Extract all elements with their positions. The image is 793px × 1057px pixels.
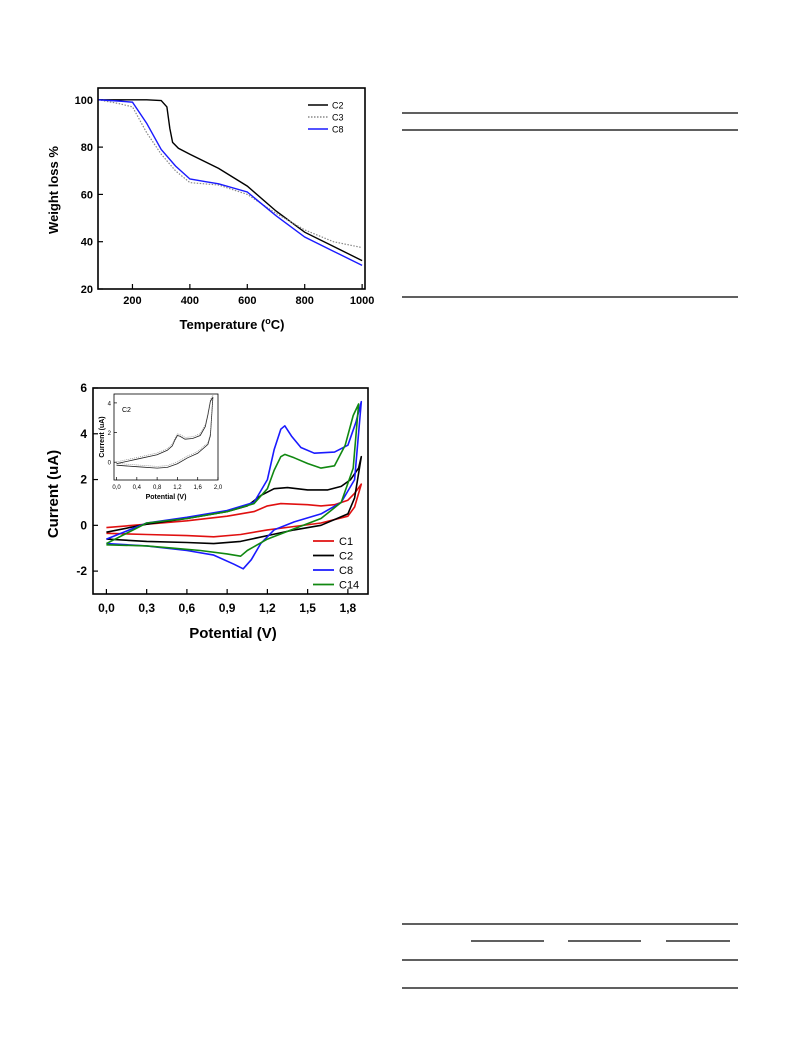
- cv-series-c14: [106, 403, 360, 557]
- tga-legend-label: C2: [332, 101, 344, 111]
- cv-inset-sample-label: C2: [122, 407, 131, 414]
- cv-inset-x-tick-label: 1,6: [194, 485, 203, 491]
- tga-y-tick-label: 80: [81, 142, 93, 154]
- table-top: [402, 112, 738, 298]
- tga-x-tick-label: 400: [181, 295, 199, 307]
- cv-x-tick-label: 1,2: [259, 601, 276, 615]
- cv-series-c8: [106, 400, 363, 570]
- tga-x-tick-label: 600: [238, 295, 256, 307]
- tga-x-tick-label: 800: [296, 295, 314, 307]
- cv-inset-y-tick-label: 4: [108, 401, 112, 407]
- cv-series-layer: [106, 400, 363, 570]
- cv-legend-label: C8: [339, 565, 353, 577]
- tga-y-tick-label: 20: [81, 284, 93, 296]
- tga-x-axis-label: Temperature (oC): [180, 316, 285, 332]
- tga-x-tick-label: 200: [123, 295, 141, 307]
- tga-legend: C2 C3 C8: [308, 101, 344, 135]
- cv-inset-x-tick-label: 0,0: [112, 485, 121, 491]
- tga-series-c8: [97, 99, 363, 267]
- cv-x-tick-label: 1,5: [299, 601, 316, 615]
- tga-series-c2: [98, 99, 363, 262]
- tga-legend-label: C3: [332, 113, 344, 123]
- tga-tick-layer: 200 400 600 800 1000 20 40 60 80 100: [75, 95, 375, 307]
- cv-y-axis-label: Current (uA): [45, 450, 62, 538]
- tga-legend-label: C8: [332, 125, 344, 135]
- tga-series-c3: [97, 99, 363, 249]
- cv-inset-series-layer: [116, 395, 214, 469]
- cv-y-tick-label: 6: [80, 381, 87, 395]
- cv-x-tick-label: 1,8: [340, 601, 357, 615]
- cv-inset-series-c2-repeat: [116, 395, 214, 467]
- cv-inset-x-tick-label: 2,0: [214, 485, 223, 491]
- cv-x-tick-label: 0,6: [179, 601, 196, 615]
- cv-inset-tick-layer: 0,0 0,4 0,8 1,2 1,6 2,0 0 2 4: [108, 401, 223, 491]
- tga-y-axis-label: Weight loss %: [46, 146, 61, 234]
- cv-inset-chart: 0,0 0,4 0,8 1,2 1,6 2,0 0 2 4 C2 Current (uA) Po…: [99, 393, 223, 501]
- cv-plot-frame: [92, 387, 369, 595]
- cv-chart: 0,0 0,3 0,6 0,9 1,2 1,5 1,8 -2 0 2 4 6 Current (uA)…: [45, 381, 369, 642]
- cv-legend-label: C1: [339, 536, 353, 548]
- cv-legend-label: C2: [339, 551, 353, 563]
- cv-x-tick-label: 0,9: [219, 601, 236, 615]
- cv-x-tick-label: 0,0: [98, 601, 115, 615]
- cv-x-tick-label: 0,3: [138, 601, 155, 615]
- cv-inset-y-tick-label: 0: [108, 461, 112, 467]
- cv-inset-series-c2: [116, 396, 214, 469]
- tga-y-tick-label: 40: [81, 237, 93, 249]
- cv-legend: C1 C2 C8 C14: [313, 536, 359, 592]
- tga-chart: 200 400 600 800 1000 20 40 60 80 100 Weight loss …: [46, 87, 375, 332]
- cv-inset-x-tick-label: 0,4: [133, 485, 142, 491]
- cv-inset-x-axis-label: Potential (V): [146, 494, 187, 501]
- cv-y-tick-label: 2: [80, 473, 87, 487]
- cv-tick-layer: 0,0 0,3 0,6 0,9 1,2 1,5 1,8 -2 0 2 4 6: [76, 381, 356, 615]
- cv-inset-y-axis-label: Current (uA): [99, 416, 106, 457]
- cv-legend-label: C14: [339, 580, 359, 592]
- cv-y-tick-label: -2: [76, 564, 87, 578]
- cv-inset-y-tick-label: 2: [108, 431, 112, 437]
- tga-x-tick-label: 1000: [350, 295, 374, 307]
- cv-inset-x-tick-label: 0,8: [153, 485, 162, 491]
- cv-inset-x-tick-label: 1,2: [173, 485, 182, 491]
- cv-y-tick-label: 4: [80, 427, 87, 441]
- tga-plot-frame: [97, 87, 366, 290]
- tga-y-tick-label: 100: [75, 95, 93, 107]
- table-bottom: [402, 923, 738, 989]
- cv-x-axis-label: Potential (V): [189, 625, 277, 642]
- tga-y-tick-label: 60: [81, 189, 93, 201]
- tga-series-layer: [97, 99, 363, 267]
- cv-inset-frame: [113, 393, 219, 481]
- cv-y-tick-label: 0: [80, 518, 87, 532]
